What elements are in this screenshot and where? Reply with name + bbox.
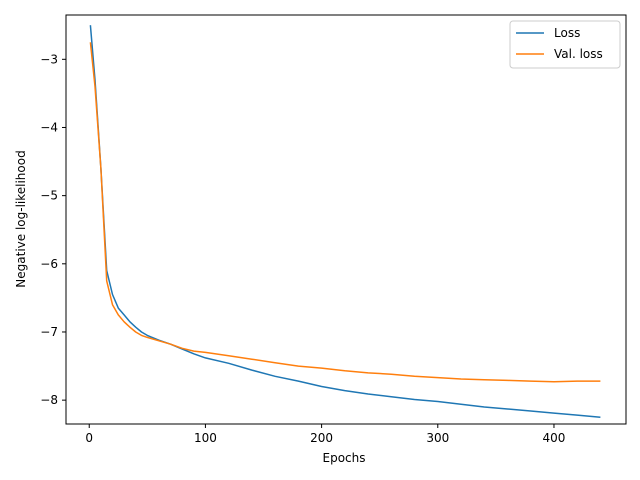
x-tick-label: 100: [194, 431, 217, 445]
series-line-1: [89, 42, 601, 383]
y-axis-label: Negative log-likelihood: [14, 150, 28, 287]
y-tick-label: −5: [40, 189, 58, 203]
y-axis: −3 −4 −5 −6 −7 −8: [40, 52, 66, 407]
y-tick-label: −3: [40, 52, 58, 66]
y-tick-label: −4: [40, 120, 58, 134]
legend: Loss Val. loss: [509, 20, 621, 69]
y-tick-label: −8: [40, 393, 58, 407]
x-tick-label: 200: [310, 431, 333, 445]
x-tick-label: 400: [543, 431, 566, 445]
plot-area: [65, 14, 627, 425]
legend-label-0: Loss: [554, 26, 580, 40]
y-tick-label: −6: [40, 257, 58, 271]
x-tick-label: 0: [85, 431, 93, 445]
plot-frame: [65, 14, 627, 425]
x-tick-label: 300: [426, 431, 449, 445]
series-line-0: [89, 25, 601, 418]
y-tick-label: −7: [40, 325, 58, 339]
x-axis-label: Epochs: [323, 451, 366, 465]
x-axis: 0 100 200 300 400: [85, 424, 565, 445]
legend-label-1: Val. loss: [554, 47, 603, 61]
